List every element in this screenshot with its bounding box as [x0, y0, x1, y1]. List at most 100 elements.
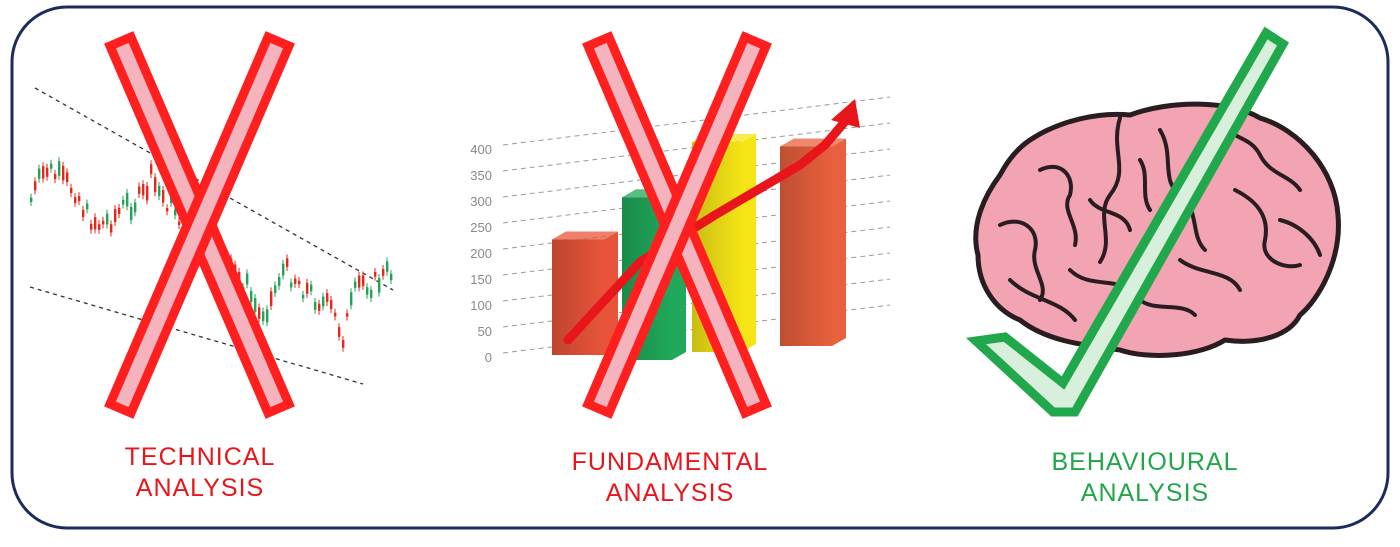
candle-body	[334, 312, 337, 317]
y-tick-label: 400	[470, 142, 492, 157]
candle-body	[254, 298, 257, 312]
candle-body	[238, 271, 241, 282]
candle-body	[58, 161, 61, 176]
candle-body	[350, 292, 353, 306]
candle-body	[114, 209, 117, 223]
candle-body	[78, 196, 81, 201]
candle-body	[390, 273, 393, 281]
candle-body	[358, 275, 361, 288]
candle-body	[270, 291, 273, 307]
candle-body	[34, 181, 37, 191]
candle-body	[142, 184, 145, 196]
y-tick-label: 50	[478, 324, 492, 339]
candle-body	[130, 206, 133, 221]
check-mark-icon	[965, 26, 1290, 417]
candle-body	[86, 203, 89, 210]
candle-body	[366, 287, 369, 295]
candle-body	[50, 163, 53, 169]
candle-body	[306, 282, 309, 294]
caption-line-1: FUNDAMENTAL	[571, 448, 769, 476]
candle-body	[74, 197, 77, 203]
candle-body	[46, 167, 49, 177]
fundamental-analysis-caption: FUNDAMENTAL ANALYSIS	[540, 447, 800, 509]
y-tick-label: 100	[470, 298, 492, 313]
candle-body	[378, 278, 381, 293]
candle-body	[310, 284, 313, 292]
bar-chart-icon: 400 350 300 250 200 150 100 50 0	[470, 96, 891, 365]
candle-body	[82, 209, 85, 218]
candle-body	[386, 261, 389, 272]
candle-body	[126, 192, 129, 207]
candle-body	[30, 197, 33, 202]
candle-body	[258, 307, 261, 319]
caption-line-2: ANALYSIS	[605, 479, 735, 507]
y-tick-label: 250	[470, 220, 492, 235]
candle-body	[42, 166, 45, 179]
candle-body	[62, 165, 65, 181]
candle-body	[118, 207, 121, 215]
candle-body	[374, 272, 377, 277]
candle-body	[266, 309, 269, 323]
candle-body	[362, 275, 365, 286]
candle-body	[102, 220, 105, 225]
y-tick-label: 200	[470, 246, 492, 261]
candle-body	[94, 217, 97, 230]
candle-body	[302, 294, 305, 299]
candle-body	[246, 273, 249, 285]
bar-side	[742, 134, 756, 352]
candle-body	[138, 186, 141, 194]
candle-body	[166, 208, 169, 212]
candle-body	[262, 311, 265, 322]
candle-body	[158, 186, 161, 197]
behavioural-analysis-caption: BEHAVIOURAL ANALYSIS	[1025, 447, 1265, 509]
candle-body	[110, 224, 113, 233]
candle-body	[90, 223, 93, 230]
caption-line-2: ANALYSIS	[135, 474, 265, 502]
cross-mark-icon	[582, 31, 772, 419]
candle-body	[370, 290, 373, 298]
candle-body	[322, 296, 325, 307]
candle-body	[122, 199, 125, 205]
candle-body	[98, 224, 101, 230]
candle-body	[278, 277, 281, 287]
candle-body	[274, 285, 277, 294]
candle-body	[342, 339, 345, 348]
y-tick-label: 0	[485, 350, 492, 365]
bar-chart-y-ticks: 400 350 300 250 200 150 100 50 0	[470, 142, 492, 365]
lower-trendline	[29, 286, 364, 385]
technical-analysis-caption: TECHNICAL ANALYSIS	[85, 442, 315, 504]
candle-body	[38, 168, 41, 179]
y-tick-label: 150	[470, 272, 492, 287]
caption-line-1: TECHNICAL	[124, 443, 276, 471]
y-tick-label: 350	[470, 168, 492, 183]
candle-body	[146, 185, 149, 201]
candle-body	[66, 172, 69, 182]
candle-body	[134, 202, 137, 213]
bar-top	[552, 231, 618, 240]
candle-body	[154, 177, 157, 193]
gridline	[502, 122, 891, 172]
candle-body	[282, 263, 285, 276]
candle-body	[314, 302, 317, 310]
candle-body	[150, 164, 153, 175]
candle-body	[250, 290, 253, 303]
gridline	[502, 96, 891, 146]
candle-body	[294, 278, 297, 284]
bar-side	[832, 138, 846, 346]
candle-body	[54, 173, 57, 180]
bar-shade	[780, 146, 832, 346]
rising-arrow-icon	[563, 99, 860, 345]
y-tick-label: 300	[470, 194, 492, 209]
candle-body	[354, 281, 357, 288]
caption-line-2: ANALYSIS	[1080, 479, 1210, 507]
candle-body	[338, 327, 341, 337]
caption-line-1: BEHAVIOURAL	[1051, 448, 1239, 476]
candle-body	[290, 282, 293, 288]
candle-body	[178, 221, 181, 225]
candle-body	[70, 187, 73, 193]
candle-body	[326, 293, 329, 302]
candle-body	[346, 313, 349, 317]
candle-body	[162, 190, 165, 203]
candle-body	[286, 258, 289, 267]
